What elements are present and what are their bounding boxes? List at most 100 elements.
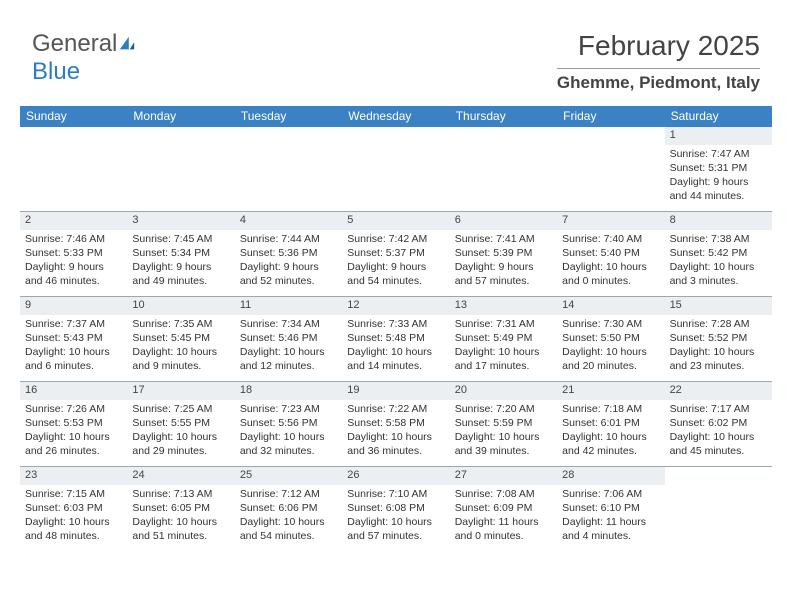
header: February 2025 Ghemme, Piedmont, Italy [557,30,760,93]
sunset-text: Sunset: 6:08 PM [347,501,444,515]
day-header: Thursday [450,106,557,127]
logo: General Blue [32,30,136,86]
daylight-text: Daylight: 10 hours and 32 minutes. [240,430,337,458]
calendar-day: 5Sunrise: 7:42 AMSunset: 5:37 PMDaylight… [342,212,449,296]
calendar-day: 10Sunrise: 7:35 AMSunset: 5:45 PMDayligh… [127,297,234,381]
day-number: 5 [342,212,449,230]
daylight-text: Daylight: 9 hours and 52 minutes. [240,260,337,288]
sunset-text: Sunset: 5:46 PM [240,331,337,345]
daylight-text: Daylight: 10 hours and 36 minutes. [347,430,444,458]
day-number: 8 [665,212,772,230]
calendar-day: 27Sunrise: 7:08 AMSunset: 6:09 PMDayligh… [450,467,557,551]
calendar-body: 1Sunrise: 7:47 AMSunset: 5:31 PMDaylight… [20,127,772,551]
calendar-day: 26Sunrise: 7:10 AMSunset: 6:08 PMDayligh… [342,467,449,551]
calendar-day: 28Sunrise: 7:06 AMSunset: 6:10 PMDayligh… [557,467,664,551]
sunset-text: Sunset: 5:39 PM [455,246,552,260]
calendar-day: 22 Sunrise: 7:17 AMSunset: 6:02 PMDayligh… [665,382,772,466]
sunset-text: Sunset: 5:33 PM [25,246,122,260]
sunrise-text: Sunrise: 7:41 AM [455,232,552,246]
day-number: 16 [20,382,127,400]
month-title: February 2025 [557,30,760,62]
day-number: 9 [20,297,127,315]
day-number: 21 [557,382,664,400]
sunset-text: Sunset: 6:06 PM [240,501,337,515]
sunset-text: Sunset: 5:45 PM [132,331,229,345]
day-number: 26 [342,467,449,485]
sunrise-text: Sunrise: 7:17 AM [670,402,767,416]
sunrise-text: Sunrise: 7:46 AM [25,232,122,246]
calendar-day: 14Sunrise: 7:30 AMSunset: 5:50 PMDayligh… [557,297,664,381]
day-header: Monday [127,106,234,127]
calendar-day: 9Sunrise: 7:37 AMSunset: 5:43 PMDaylight… [20,297,127,381]
sunset-text: Sunset: 5:37 PM [347,246,444,260]
daylight-text: Daylight: 10 hours and 51 minutes. [132,515,229,543]
sail-icon [118,35,136,53]
calendar-week: 9Sunrise: 7:37 AMSunset: 5:43 PMDaylight… [20,296,772,381]
sunrise-text: Sunrise: 7:34 AM [240,317,337,331]
calendar-day: 3Sunrise: 7:45 AMSunset: 5:34 PMDaylight… [127,212,234,296]
day-number: 25 [235,467,342,485]
calendar-day: 2 Sunrise: 7:46 AMSunset: 5:33 PMDaylight… [20,212,127,296]
sunset-text: Sunset: 5:53 PM [25,416,122,430]
sunrise-text: Sunrise: 7:30 AM [562,317,659,331]
daylight-text: Daylight: 10 hours and 42 minutes. [562,430,659,458]
calendar-week: 16 Sunrise: 7:26 AMSunset: 5:53 PM Dayligh… [20,381,772,466]
calendar-week: 1 Sunrise: 7:47 AMSunset: 5:31 PMDaylight… [20,127,772,211]
sunrise-text: Sunrise: 7:26 AM [25,402,122,416]
calendar-day [450,127,557,211]
daylight-text: Daylight: 10 hours and 6 minutes. [25,345,122,373]
sunset-text: Sunset: 6:03 PM [25,501,122,515]
sunset-text: Sunset: 5:40 PM [562,246,659,260]
calendar-day: 4Sunrise: 7:44 AMSunset: 5:36 PMDaylight… [235,212,342,296]
calendar-day: 16Sunrise: 7:26 AMSunset: 5:53 PMDayligh… [20,382,127,466]
daylight-text: Daylight: 10 hours and 20 minutes. [562,345,659,373]
logo-text-1: General [32,30,117,57]
sunset-text: Sunset: 6:10 PM [562,501,659,515]
header-rule [557,68,760,69]
day-number: 20 [450,382,557,400]
calendar-day: 24Sunrise: 7:13 AMSunset: 6:05 PMDayligh… [127,467,234,551]
sunset-text: Sunset: 5:43 PM [25,331,122,345]
daylight-text: Daylight: 10 hours and 17 minutes. [455,345,552,373]
sunrise-text: Sunrise: 7:25 AM [132,402,229,416]
daylight-text: Daylight: 10 hours and 3 minutes. [670,260,767,288]
day-number: 17 [127,382,234,400]
daylight-text: Daylight: 9 hours and 44 minutes. [670,175,767,203]
day-header-row: Sunday Monday Tuesday Wednesday Thursday… [20,106,772,127]
sunrise-text: Sunrise: 7:47 AM [670,147,767,161]
sunrise-text: Sunrise: 7:45 AM [132,232,229,246]
sunrise-text: Sunrise: 7:06 AM [562,487,659,501]
sunset-text: Sunset: 5:59 PM [455,416,552,430]
calendar-day: 25Sunrise: 7:12 AMSunset: 6:06 PMDayligh… [235,467,342,551]
sunrise-text: Sunrise: 7:31 AM [455,317,552,331]
day-number: 3 [127,212,234,230]
sunset-text: Sunset: 5:42 PM [670,246,767,260]
daylight-text: Daylight: 9 hours and 46 minutes. [25,260,122,288]
calendar-day: 21Sunrise: 7:18 AMSunset: 6:01 PMDayligh… [557,382,664,466]
daylight-text: Daylight: 10 hours and 48 minutes. [25,515,122,543]
daylight-text: Daylight: 10 hours and 45 minutes. [670,430,767,458]
sunrise-text: Sunrise: 7:28 AM [670,317,767,331]
sunset-text: Sunset: 5:31 PM [670,161,767,175]
sunset-text: Sunset: 5:56 PM [240,416,337,430]
day-number: 2 [20,212,127,230]
daylight-text: Daylight: 11 hours and 0 minutes. [455,515,552,543]
sunset-text: Sunset: 6:02 PM [670,416,767,430]
sunset-text: Sunset: 5:36 PM [240,246,337,260]
calendar-day [665,467,772,551]
calendar-day: 13Sunrise: 7:31 AMSunset: 5:49 PMDayligh… [450,297,557,381]
daylight-text: Daylight: 9 hours and 57 minutes. [455,260,552,288]
calendar-day: 1 Sunrise: 7:47 AMSunset: 5:31 PMDaylight… [665,127,772,211]
day-number: 4 [235,212,342,230]
sunrise-text: Sunrise: 7:13 AM [132,487,229,501]
daylight-text: Daylight: 10 hours and 12 minutes. [240,345,337,373]
calendar-day: 11Sunrise: 7:34 AMSunset: 5:46 PMDayligh… [235,297,342,381]
sunset-text: Sunset: 5:52 PM [670,331,767,345]
sunset-text: Sunset: 5:48 PM [347,331,444,345]
day-header: Wednesday [342,106,449,127]
sunrise-text: Sunrise: 7:23 AM [240,402,337,416]
day-number: 1 [665,127,772,145]
sunrise-text: Sunrise: 7:38 AM [670,232,767,246]
day-number: 22 [665,382,772,400]
day-number: 27 [450,467,557,485]
